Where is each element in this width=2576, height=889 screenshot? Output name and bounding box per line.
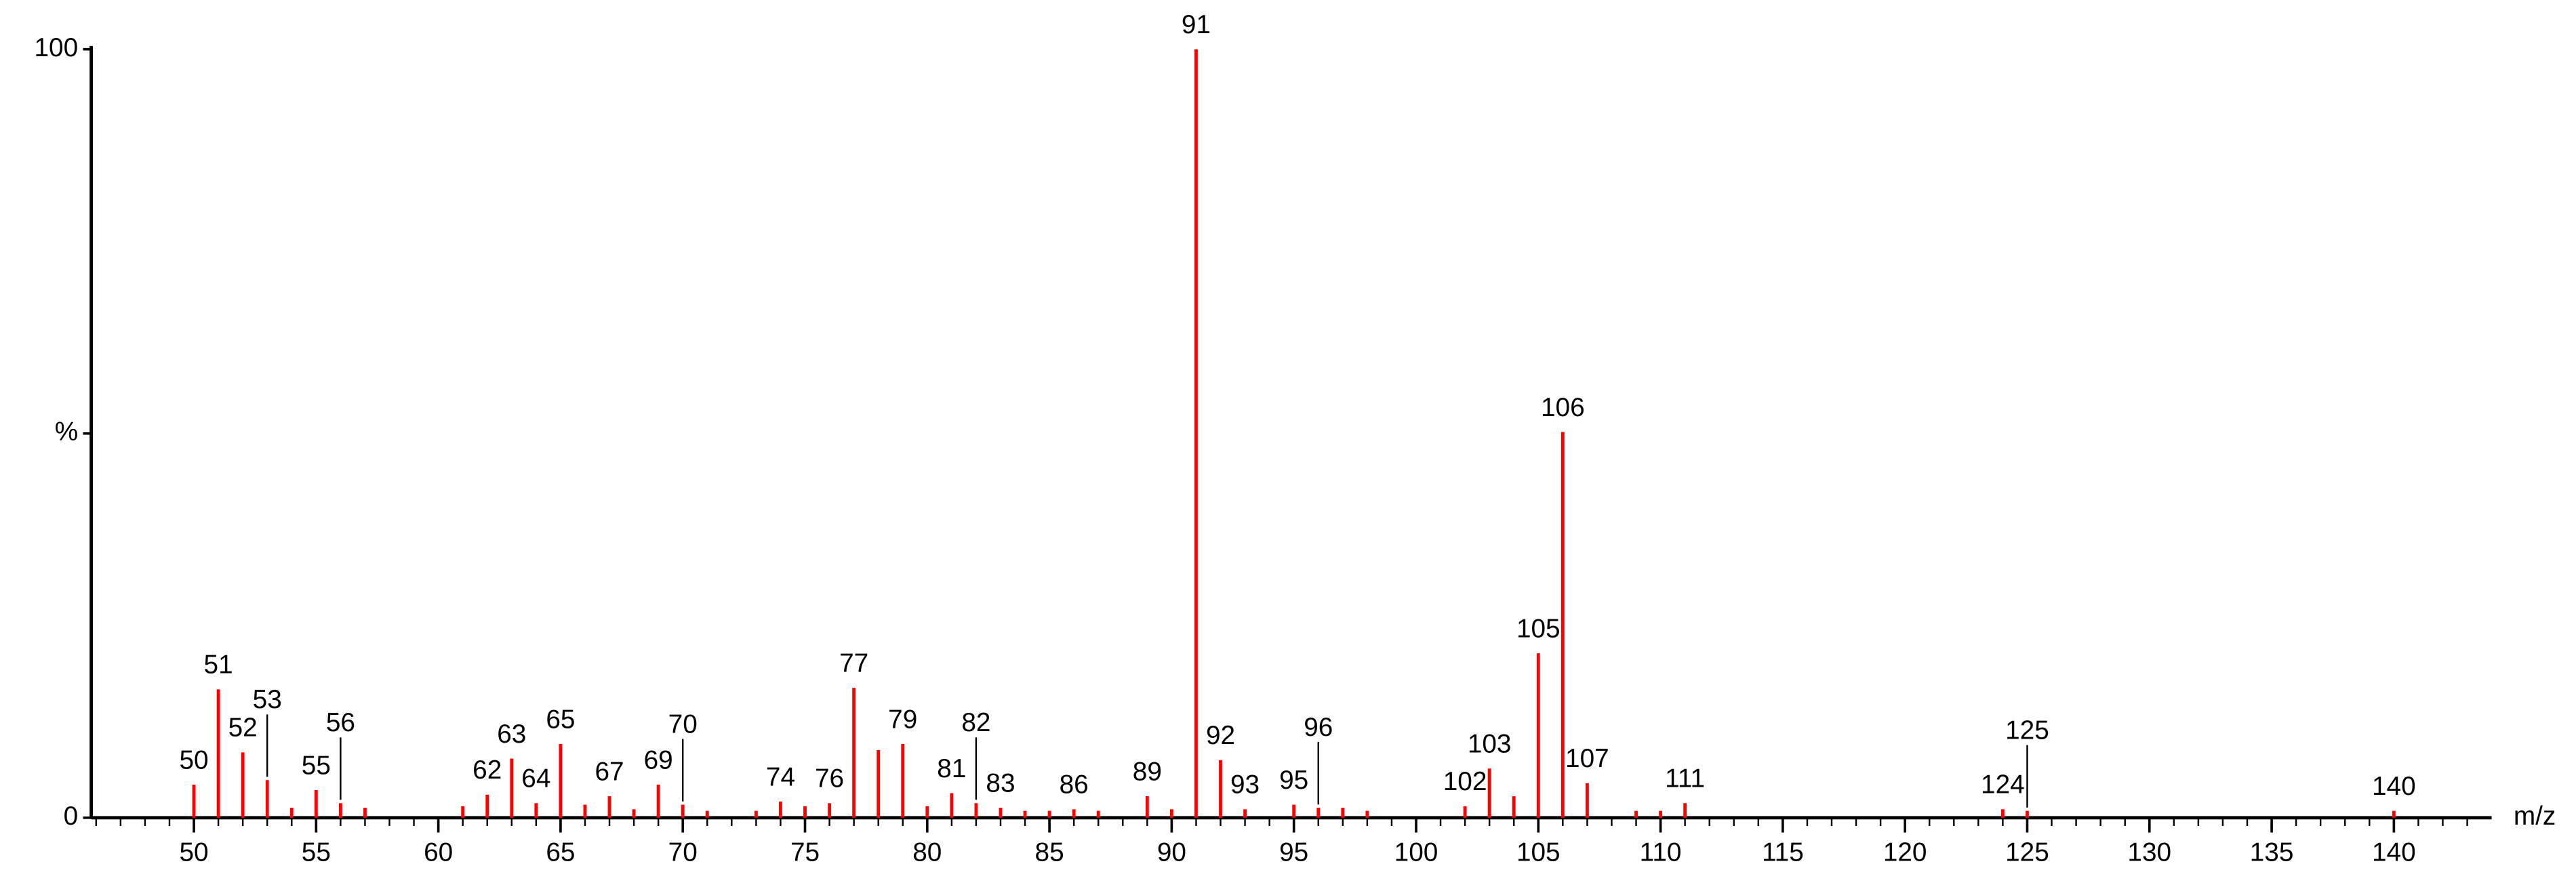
x-axis-label: m/z [2514,802,2556,831]
x-tick-label: 65 [546,838,575,867]
peak-label: 64 [521,764,550,793]
x-tick-label: 115 [1762,838,1804,867]
peak-label: 77 [839,648,868,678]
peak-label: 67 [595,757,624,786]
x-tick-label: 100 [1394,838,1438,867]
peak-label: 140 [2372,772,2416,801]
peak-label: 56 [326,708,355,737]
peak-label: 83 [986,768,1015,798]
peak-label: 65 [546,705,575,734]
x-tick-label: 90 [1157,838,1186,867]
peak-label: 69 [644,745,673,774]
peak-label: 63 [497,720,526,749]
x-tick-label: 80 [912,838,942,867]
peak-label: 103 [1468,730,1512,759]
peak-label: 93 [1230,770,1260,800]
x-tick-label: 130 [2127,838,2171,867]
peak-label: 107 [1565,744,1609,773]
peak-label: 96 [1304,713,1333,742]
x-tick-label: 50 [179,838,208,867]
peak-label: 111 [1665,764,1705,793]
peak-label: 62 [472,756,502,785]
x-tick-label: 55 [302,838,331,867]
peak-label: 51 [204,650,233,680]
x-tick-label: 125 [2005,838,2049,867]
peak-label: 76 [815,764,844,793]
x-tick-label: 120 [1883,838,1927,867]
peak-label: 81 [937,754,966,783]
peak-label: 50 [179,745,208,774]
peak-label: 79 [888,705,917,734]
x-tick-label: 135 [2250,838,2294,867]
x-tick-label: 70 [668,838,698,867]
x-tick-label: 85 [1035,838,1064,867]
x-tick-label: 60 [424,838,453,867]
peak-label: 92 [1206,721,1235,750]
peak-label: 82 [961,708,990,737]
peak-label: 102 [1443,767,1487,796]
peak-label: 70 [668,709,698,739]
peak-label: 95 [1279,766,1308,795]
peak-label: 91 [1182,10,1211,39]
x-tick-label: 140 [2372,838,2416,867]
y-tick-label: 100 [35,33,79,62]
peak-label: 105 [1516,614,1561,643]
peak-label: 52 [228,714,258,743]
peak-label: 86 [1060,770,1089,800]
x-tick-label: 75 [790,838,820,867]
peak-label: 55 [302,751,331,780]
peak-label: 125 [2005,716,2049,745]
x-tick-label: 110 [1640,838,1682,867]
y-tick-label: % [55,417,78,447]
peak-label: 89 [1133,757,1162,786]
x-tick-label: 105 [1516,838,1561,867]
peak-label: 124 [1981,770,2025,800]
peak-label: 74 [766,762,795,791]
peak-label: 53 [253,685,282,714]
y-tick-label: 0 [64,802,79,831]
x-tick-label: 95 [1279,838,1308,867]
peak-label: 106 [1541,393,1585,422]
